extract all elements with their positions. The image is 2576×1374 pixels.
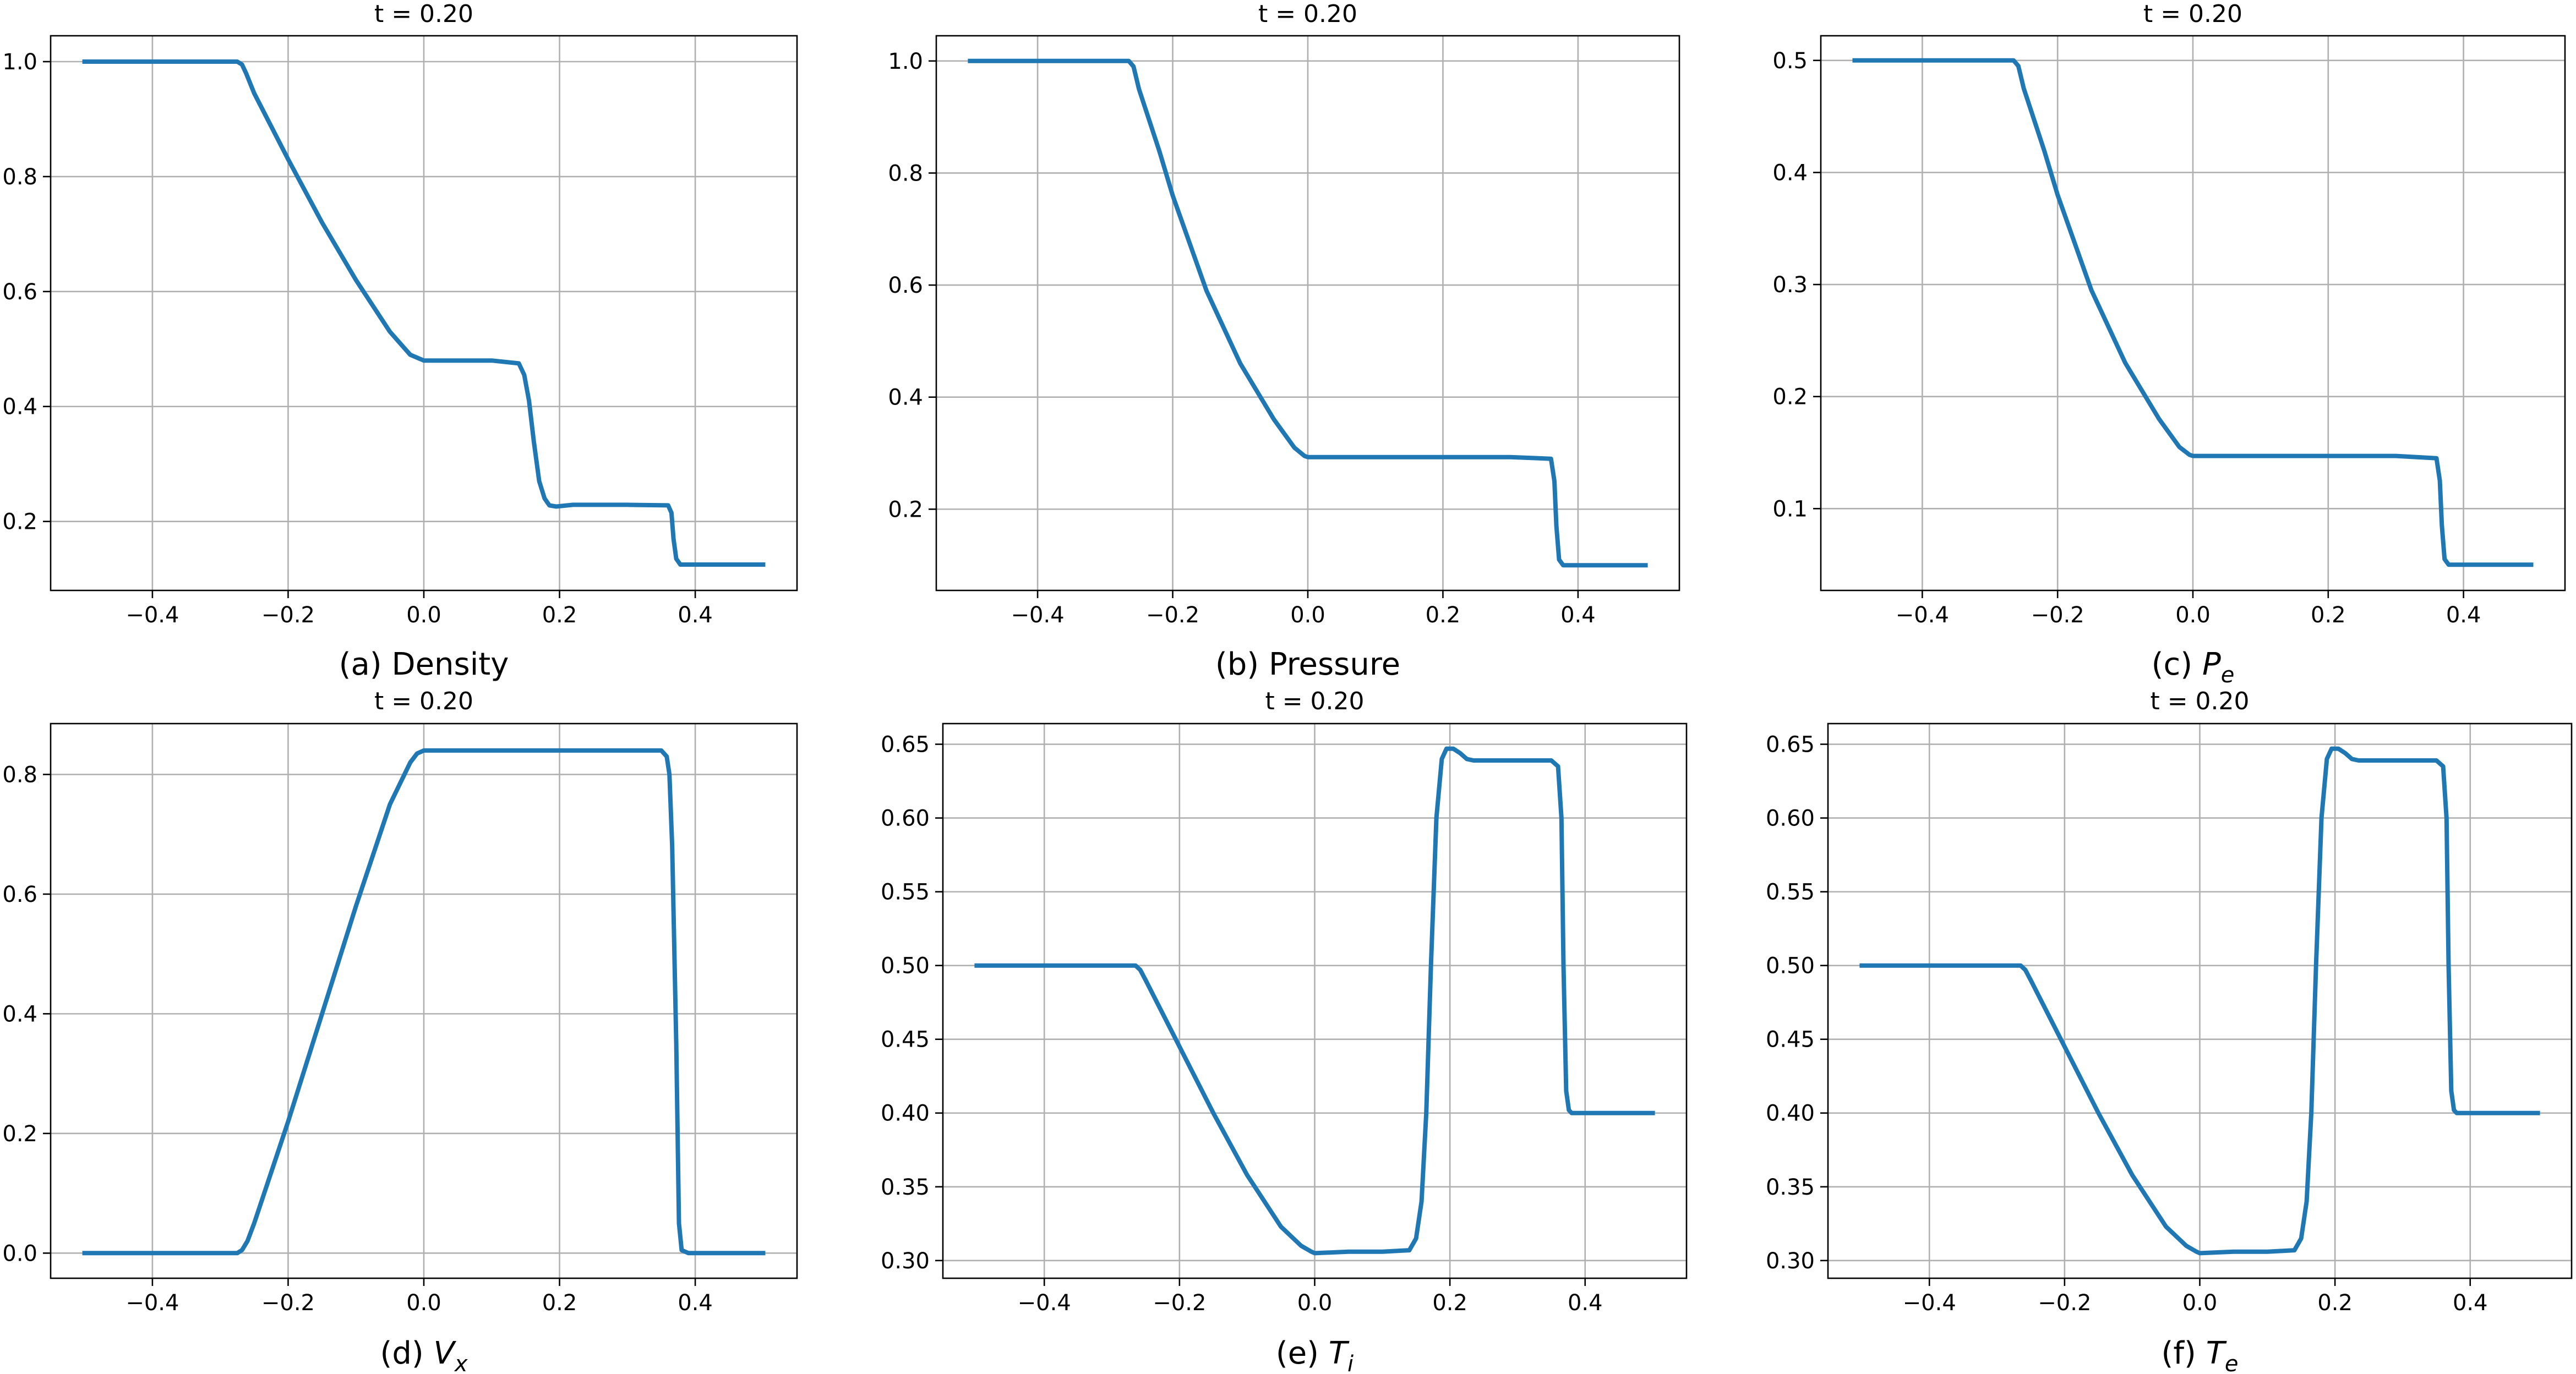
x-tick-label: 0.2 <box>1432 1290 1467 1316</box>
panel-caption: (b) Pressure <box>1215 647 1400 682</box>
panel-caption: (f) Te <box>2161 1335 2238 1374</box>
x-tick-label: 0.4 <box>1568 1290 1603 1316</box>
y-tick-label: 0.65 <box>1766 732 1815 758</box>
x-tick-label: −0.4 <box>125 1290 179 1316</box>
panel-title: t = 0.20 <box>1265 687 1364 715</box>
y-tick-label: 0.5 <box>1772 48 1808 74</box>
y-tick-label: 0.60 <box>881 806 930 831</box>
y-tick-label: 0.0 <box>2 1241 37 1266</box>
x-tick-label: −0.2 <box>261 1290 315 1316</box>
panel-caption: (d) Vx <box>380 1335 467 1374</box>
x-tick-label: 0.4 <box>678 1290 713 1316</box>
series-line <box>82 59 766 567</box>
chart-panel-b: −0.4 −0.2 0.0 0.2 0.4 0.2 0.4 0.6 0.8 1.0 t = 0.20… <box>888 0 1680 682</box>
x-tick-label: 0.2 <box>2317 1290 2353 1316</box>
x-tick-label: −0.4 <box>125 603 179 628</box>
panel-title: t = 0.20 <box>374 687 473 715</box>
x-tick-label: 0.4 <box>2446 603 2481 628</box>
x-tick-label: 0.0 <box>406 603 441 628</box>
y-tick-label: 0.8 <box>2 165 37 190</box>
series-line <box>974 746 1655 1256</box>
x-tick-label: 0.4 <box>678 603 713 628</box>
y-tick-label: 0.50 <box>1766 954 1815 979</box>
y-tick-label: 0.6 <box>2 280 37 305</box>
y-tick-label: 0.45 <box>881 1027 930 1053</box>
x-tick-label: 0.0 <box>1297 1290 1333 1316</box>
y-tick-label: 0.4 <box>1772 160 1808 185</box>
panel-caption: (c) Pe <box>2152 647 2235 688</box>
y-tick-label: 0.45 <box>1766 1027 1815 1053</box>
y-tick-label: 0.50 <box>881 954 930 979</box>
y-tick-label: 0.4 <box>2 395 37 420</box>
y-tick-label: 0.40 <box>1766 1101 1815 1126</box>
y-tick-label: 0.8 <box>888 161 923 186</box>
panel-caption: (e) Ti <box>1276 1335 1354 1374</box>
y-tick-label: 0.2 <box>2 1121 37 1147</box>
x-tick-label: −0.4 <box>1903 1290 1956 1316</box>
x-tick-label: 0.0 <box>2182 1290 2218 1316</box>
x-tick-label: 0.2 <box>2311 603 2346 628</box>
x-tick-label: −0.2 <box>2038 1290 2091 1316</box>
panel-title: t = 0.20 <box>2150 687 2249 715</box>
y-tick-label: 0.30 <box>881 1249 930 1274</box>
y-tick-label: 0.30 <box>1766 1249 1815 1274</box>
x-tick-label: 0.2 <box>542 1290 577 1316</box>
y-tick-label: 0.2 <box>888 497 923 522</box>
panel-title: t = 0.20 <box>1258 0 1357 28</box>
x-tick-label: −0.2 <box>261 603 315 628</box>
x-tick-label: 0.4 <box>1560 603 1596 628</box>
y-tick-label: 0.65 <box>881 732 930 758</box>
panel-caption: (a) Density <box>339 647 509 682</box>
x-tick-label: 0.0 <box>406 1290 441 1316</box>
y-tick-label: 0.4 <box>888 385 923 410</box>
panel-title: t = 0.20 <box>2143 0 2242 28</box>
y-tick-label: 0.35 <box>881 1175 930 1200</box>
x-tick-label: −0.4 <box>1896 603 1949 628</box>
y-tick-label: 0.1 <box>1772 496 1808 522</box>
y-tick-label: 0.35 <box>1766 1175 1815 1200</box>
x-tick-label: 0.2 <box>1426 603 1461 628</box>
x-tick-label: 0.0 <box>1290 603 1325 628</box>
chart-panel-d: −0.4 −0.2 0.0 0.2 0.4 0.0 0.2 0.4 0.6 0.8 t = 0.20… <box>2 687 798 1374</box>
x-tick-label: −0.4 <box>1018 1290 1071 1316</box>
x-tick-label: 0.2 <box>542 603 577 628</box>
chart-panel-f: −0.4 −0.2 0.0 0.2 0.4 0.30 0.35 0.40 0.45 0.50 0.5… <box>1766 687 2573 1374</box>
x-tick-label: −0.2 <box>2031 603 2084 628</box>
chart-panel-c: −0.4 −0.2 0.0 0.2 0.4 0.1 0.2 0.3 0.4 0.5 t = 0.20… <box>1772 0 2566 688</box>
y-tick-label: 0.2 <box>1772 385 1808 410</box>
y-tick-label: 0.55 <box>881 880 930 905</box>
y-tick-label: 0.8 <box>2 762 37 787</box>
series-line <box>968 58 1648 568</box>
y-tick-label: 0.55 <box>1766 880 1815 905</box>
series-line <box>82 748 766 1256</box>
x-tick-label: −0.2 <box>1153 1290 1206 1316</box>
x-tick-label: −0.2 <box>1146 603 1199 628</box>
panel-title: t = 0.20 <box>374 0 473 28</box>
y-tick-label: 0.40 <box>881 1101 930 1126</box>
y-tick-label: 0.2 <box>2 510 37 535</box>
x-tick-label: 0.4 <box>2453 1290 2488 1316</box>
y-tick-label: 1.0 <box>2 50 37 75</box>
series-line <box>1852 58 2534 567</box>
y-tick-label: 0.4 <box>2 1001 37 1027</box>
chart-panel-a: −0.4 −0.2 0.0 0.2 0.4 0.2 0.4 0.6 0.8 1.0 t = 0.20… <box>2 0 798 682</box>
y-tick-label: 0.6 <box>888 273 923 298</box>
chart-panel-e: −0.4 −0.2 0.0 0.2 0.4 0.30 0.35 0.40 0.45 0.50 0.5… <box>881 687 1688 1374</box>
series-line <box>1859 746 2540 1256</box>
y-tick-label: 0.60 <box>1766 806 1815 831</box>
y-tick-label: 0.6 <box>2 882 37 907</box>
y-tick-label: 0.3 <box>1772 272 1808 298</box>
x-tick-label: 0.0 <box>2175 603 2211 628</box>
x-tick-label: −0.4 <box>1011 603 1065 628</box>
y-tick-label: 1.0 <box>888 49 923 74</box>
